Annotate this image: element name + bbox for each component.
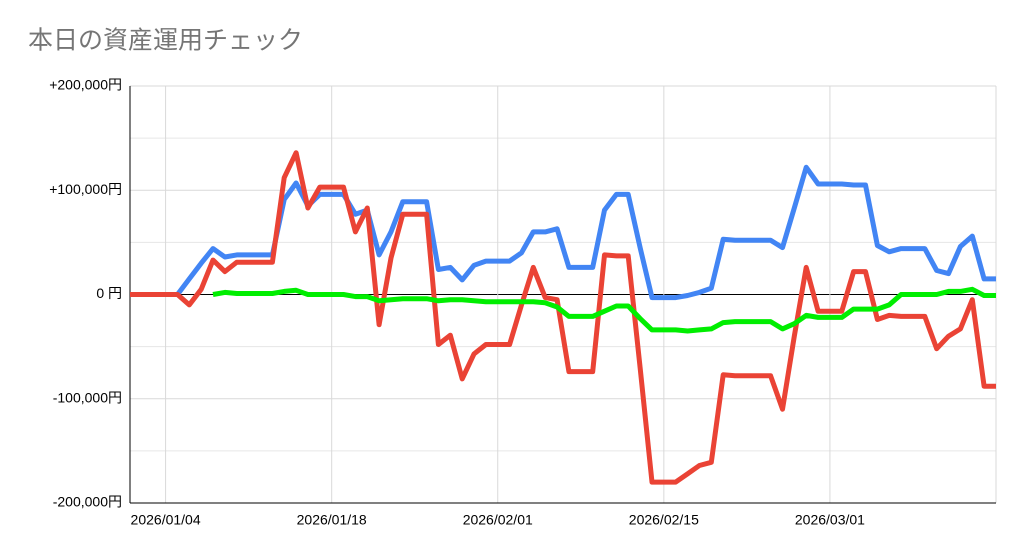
x-tick-label: 2026/02/15 (629, 512, 699, 528)
y-tick-label: +200,000円 (49, 77, 122, 93)
y-tick-label: 0 円 (96, 285, 122, 301)
y-tick-label: +100,000円 (49, 181, 122, 197)
chart-title: 本日の資産運用チェック (28, 27, 303, 55)
y-tick-label: -200,000円 (53, 494, 122, 510)
x-tick-label: 2026/01/04 (131, 512, 201, 528)
y-tick-label: -100,000円 (53, 389, 122, 405)
x-tick-label: 2026/02/01 (463, 512, 533, 528)
x-tick-label: 2026/03/01 (795, 512, 865, 528)
series-line (212, 286, 996, 334)
x-tick-label: 2026/01/18 (297, 512, 367, 528)
series-line (130, 150, 996, 485)
